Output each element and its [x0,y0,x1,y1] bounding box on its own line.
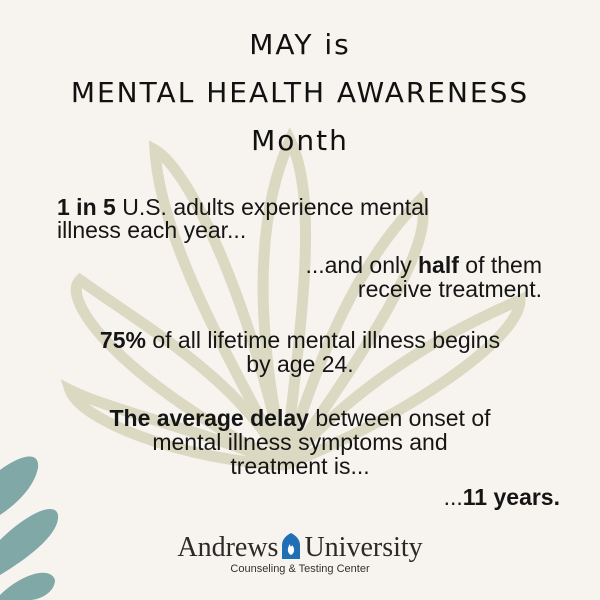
title-line-month: Month [251,124,349,157]
title-line-mental-health-awareness: MENTAL HEALTH AWARENESS [70,76,530,109]
stat1-bold: 1 in 5 [57,194,116,220]
andrews-university-logo: Andrews University [0,532,600,564]
stat3-line1: The average delay between onset of [0,406,600,430]
stat3-bold: The average delay [109,405,309,431]
stat1-line3-pre: ...and only [305,252,418,278]
stat3-line3: treatment is... [230,453,370,479]
stat1-line4: receive treatment. [357,276,542,302]
stat3-line2: mental illness symptoms and [152,429,448,455]
flame-icon [282,533,301,559]
stat1-line1: 1 in 5 U.S. adults experience mental [57,195,429,219]
stat2-text: of all lifetime mental illness begins [145,327,501,353]
stat1-line3-post: of them [458,252,542,278]
stat3-line4-pre: ... [443,484,463,510]
logo-subtitle: Counseling & Testing Center [230,563,370,575]
stat2-line2: by age 24. [246,351,354,377]
logo-name-right: University [304,532,423,563]
stat1-line3-bold: half [418,252,459,278]
stat3-text: between onset of [308,405,491,431]
logo-name-left: Andrews [177,532,279,563]
stat1-text: U.S. adults experience mental [115,194,430,220]
title-line-may: MAY is [249,28,351,61]
stat1-line3: ...and only half of them [305,253,542,277]
stat1-line2: illness each year... [57,217,247,243]
stat3-line4: ...11 years. [444,485,560,509]
stat2-line1: 75% of all lifetime mental illness begin… [0,328,600,352]
stat2-bold: 75% [99,327,146,353]
stat3-line4-bold: 11 years. [462,484,560,510]
